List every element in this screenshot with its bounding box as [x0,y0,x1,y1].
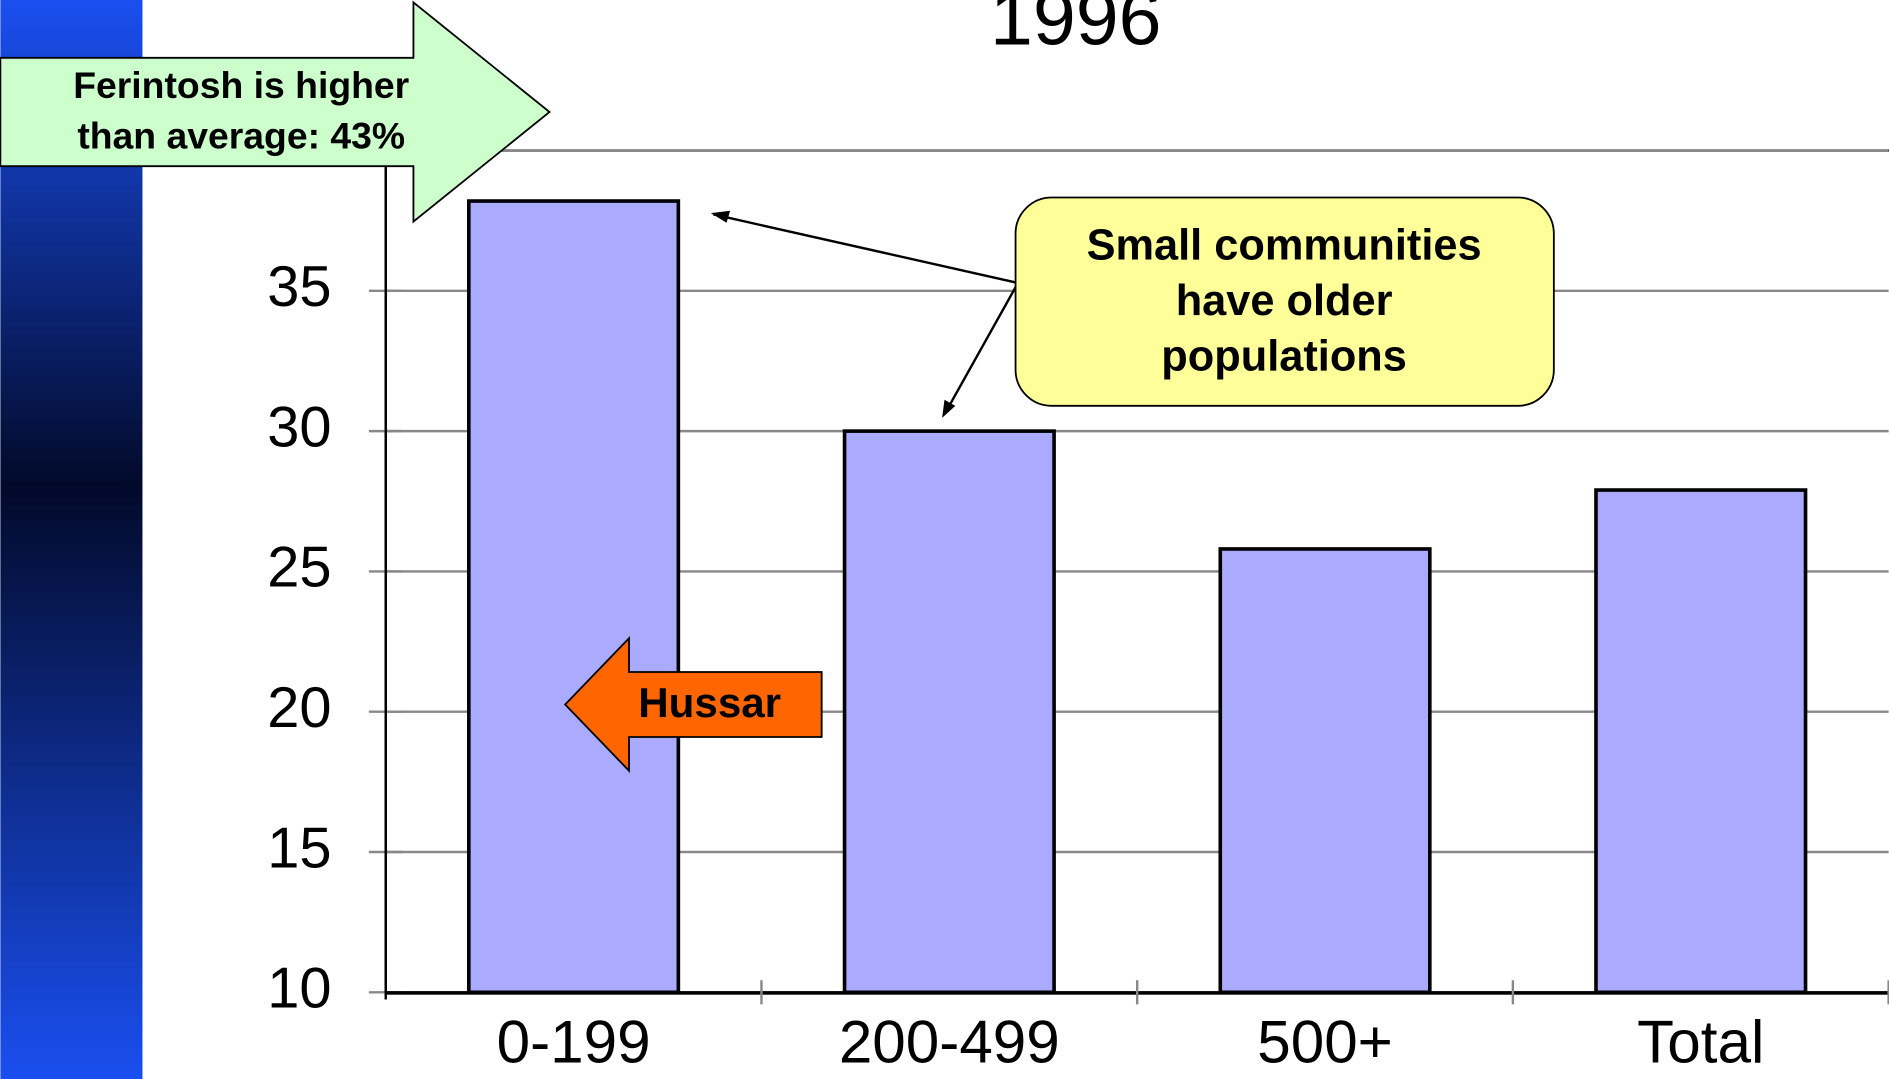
y-tick-label: 15 [267,816,331,880]
x-tick-label: 0-199 [497,1007,651,1075]
note-text: than average: 43% [77,114,405,156]
note-text: Ferintosh is higher [73,64,409,106]
x-tick-label: 200-499 [839,1007,1060,1075]
pointer-head [942,399,956,418]
chart-title: 1996 [990,0,1161,61]
note-text: populations [1161,332,1407,380]
note-box [1014,196,1555,407]
note-arrow-orange [563,636,823,773]
side-band [0,0,143,1079]
bar [467,199,681,995]
bar [842,429,1056,995]
y-tick-label: 35 [267,255,331,319]
y-tick-label: 10 [267,957,331,1021]
note-arrow-green [0,0,551,224]
note-text: Small communities [1087,222,1482,270]
pointer [713,213,1019,285]
bar [1594,488,1808,995]
note-text: have older [1176,277,1393,325]
pointer [943,282,1020,415]
pointer-head [710,210,731,223]
y-tick-label: 20 [267,676,331,740]
y-tick-label: 30 [267,395,331,459]
x-tick-label: 500+ [1257,1007,1393,1075]
x-tick-label: Total [1637,1007,1764,1075]
note-text: Hussar [638,679,781,726]
y-tick-label: 25 [267,536,331,600]
bar [1218,547,1432,995]
